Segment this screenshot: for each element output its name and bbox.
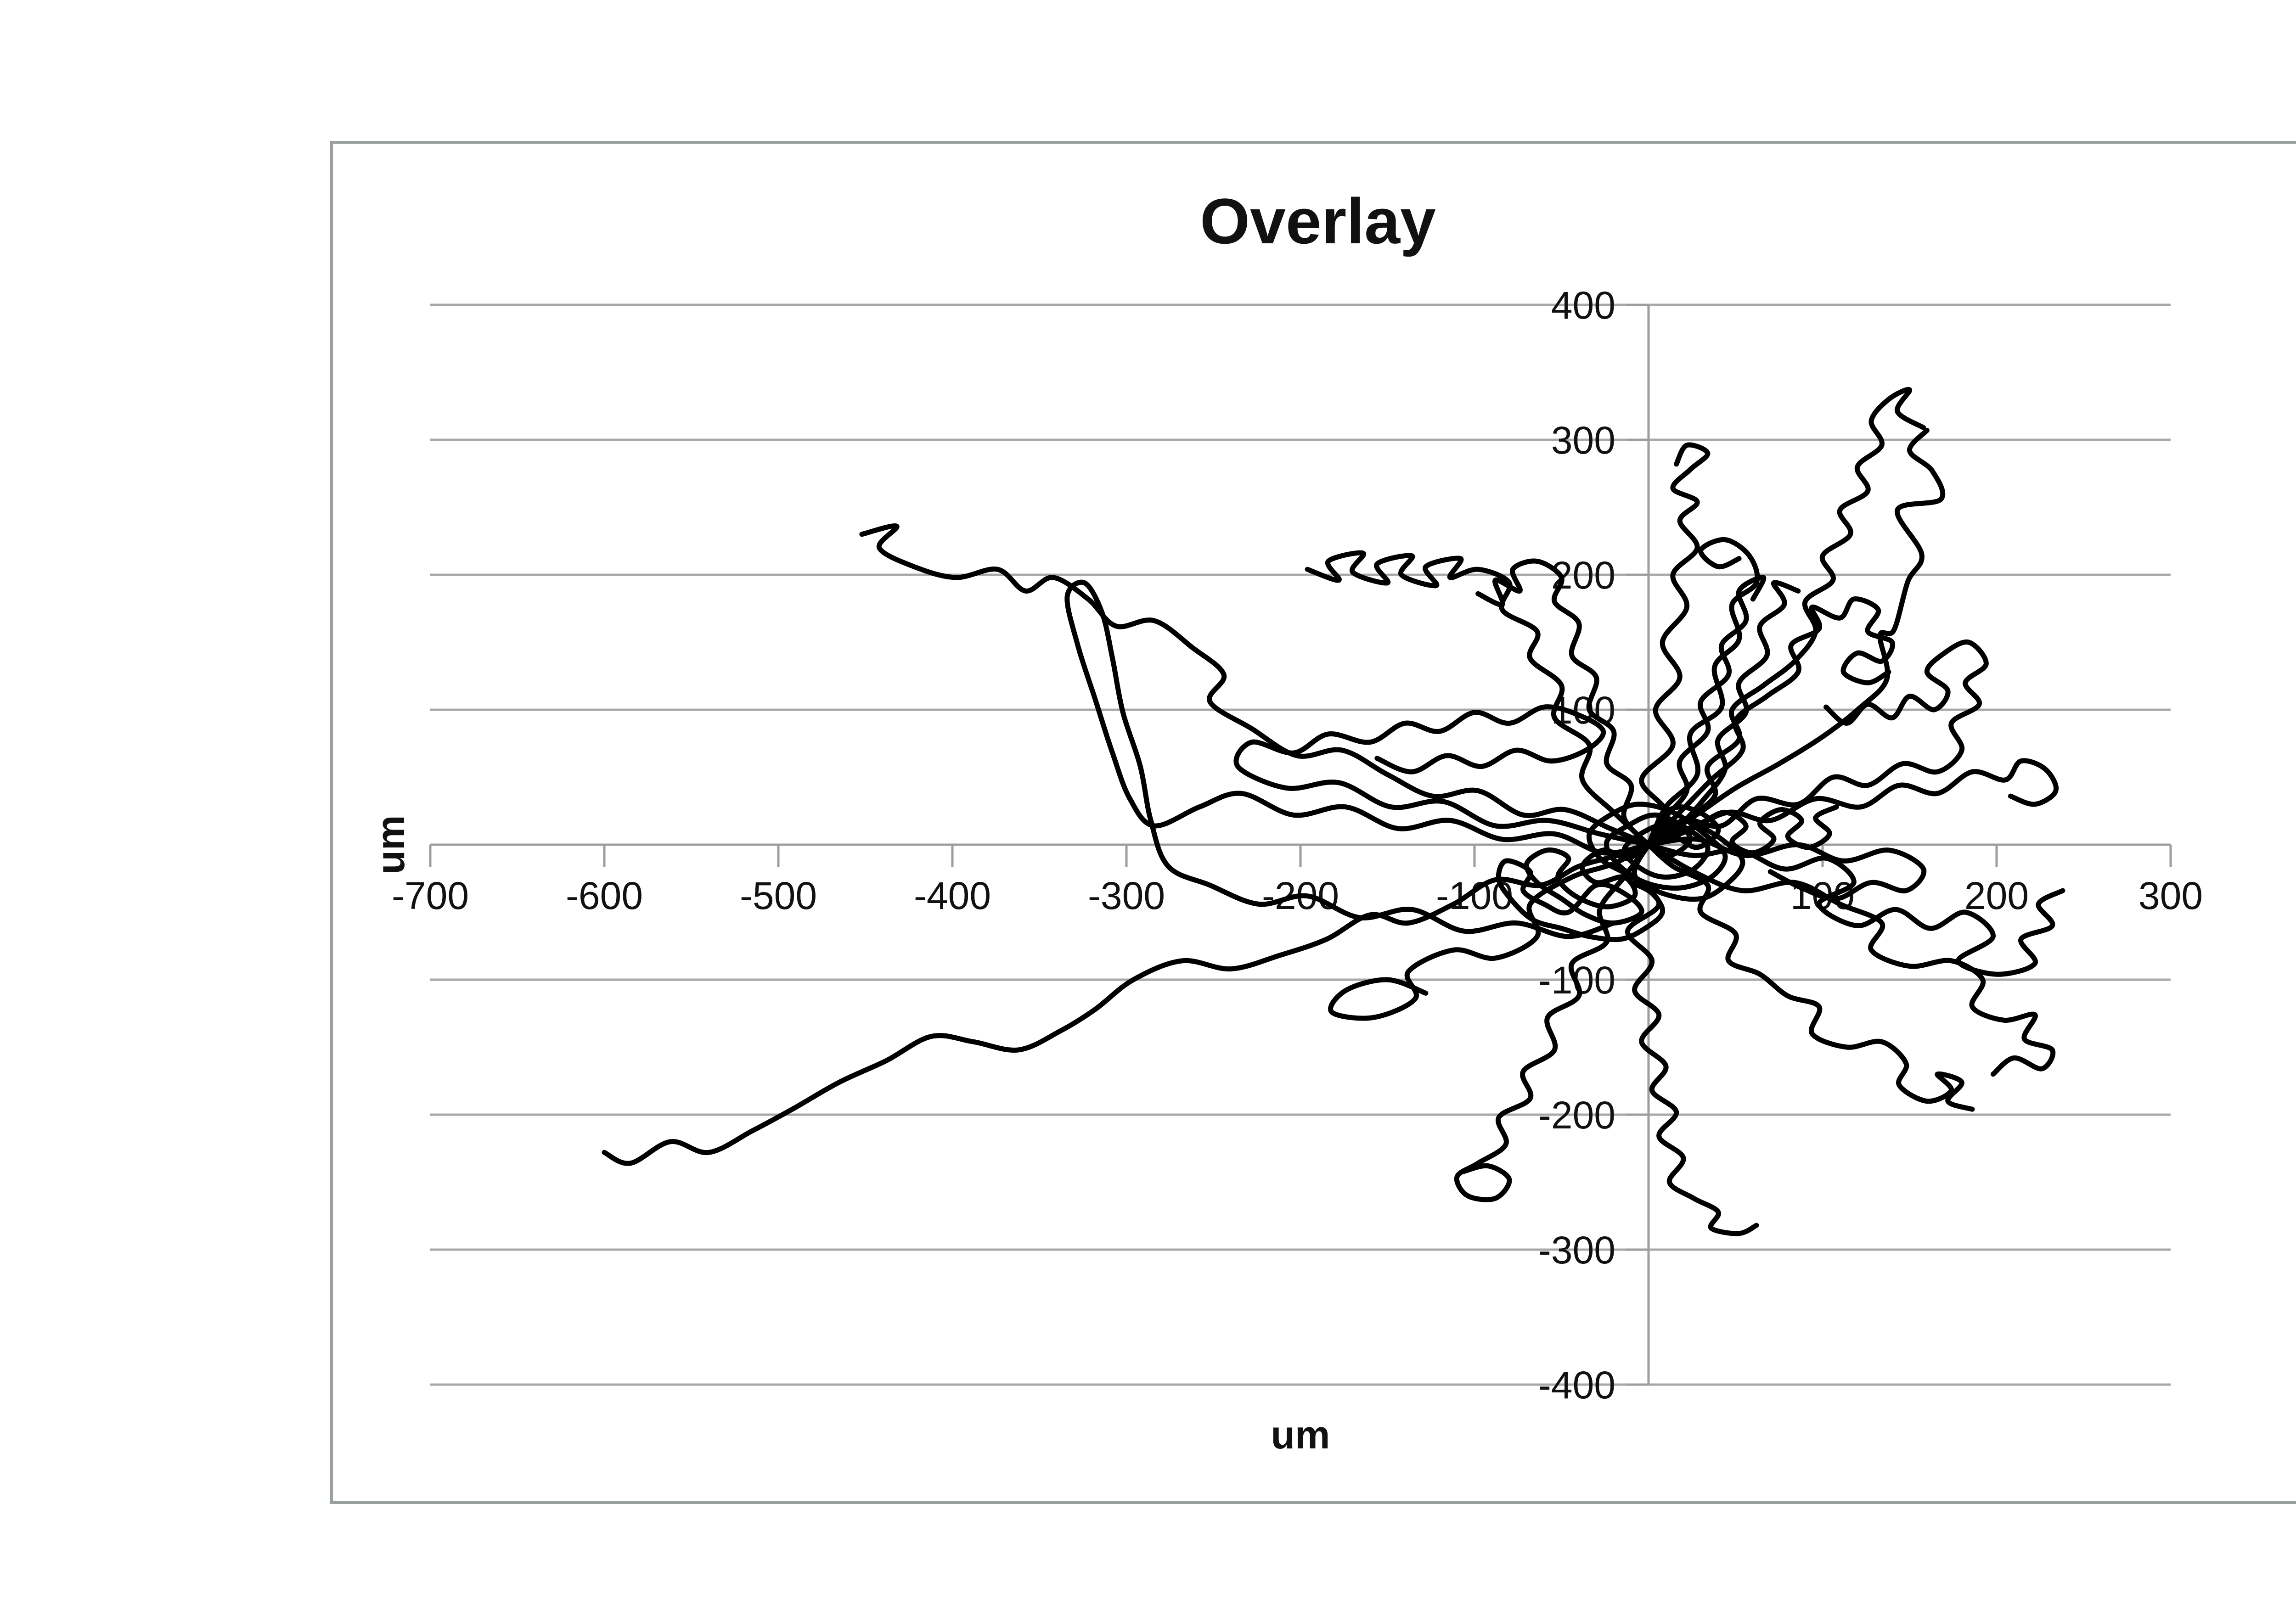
trajectory-track-23 xyxy=(1646,804,1839,856)
trajectory-track-17 xyxy=(1646,537,1760,847)
trajectory-track-14 xyxy=(1646,639,1989,847)
trajectory-track-04 xyxy=(1639,442,1711,847)
x-tick-label: 300 xyxy=(2138,874,2203,917)
y-tick-label: 400 xyxy=(1551,284,1615,327)
trajectory-track-24 xyxy=(1646,842,2056,1077)
trajectory-track-09 xyxy=(1646,842,1975,1112)
trajectory-track-10 xyxy=(1625,842,1759,1236)
x-tick-label: -700 xyxy=(392,874,469,917)
y-tick-label: 300 xyxy=(1551,419,1615,462)
trajectory-track-12 xyxy=(1328,842,1651,1021)
x-tick-label: -400 xyxy=(914,874,991,917)
y-tick-label: -200 xyxy=(1538,1094,1615,1137)
y-tick-label: -300 xyxy=(1538,1229,1615,1272)
trajectory-track-02 xyxy=(859,523,1651,847)
trajectory-track-08 xyxy=(1646,842,2065,977)
trajectory-track-05 xyxy=(1646,387,1926,847)
trajectory-track-25 xyxy=(1646,596,1896,847)
x-tick-label: -300 xyxy=(1088,874,1165,917)
trajectory-track-20 xyxy=(1233,704,1651,847)
chart-area-border xyxy=(330,141,2296,1504)
x-tick-label: -500 xyxy=(740,874,817,917)
trajectory-track-06 xyxy=(1646,427,1946,847)
y-axis-title: um xyxy=(369,815,413,875)
trajectory-track-18 xyxy=(1646,575,1767,847)
trajectory-lines xyxy=(602,387,2065,1236)
x-axis-title: um xyxy=(1271,1413,1330,1457)
gridlines xyxy=(430,303,2171,1386)
y-tick-label: -400 xyxy=(1538,1363,1615,1407)
trajectory-track-01 xyxy=(602,842,1651,1166)
trajectory-track-15 xyxy=(1475,558,1651,847)
x-tick-label: 200 xyxy=(1964,874,2029,917)
trajectory-track-16 xyxy=(1305,550,1651,847)
trajectory-track-03 xyxy=(1064,579,1651,939)
x-tick-labels: -700 -600 -500 -400 -300 -200 -100 100 200 300 xyxy=(392,874,2203,917)
x-tick-label: -600 xyxy=(566,874,643,917)
trajectory-track-19 xyxy=(1646,580,1801,847)
trajectory-track-22 xyxy=(1496,842,1666,943)
chart-title: Overlay xyxy=(1200,185,1436,257)
